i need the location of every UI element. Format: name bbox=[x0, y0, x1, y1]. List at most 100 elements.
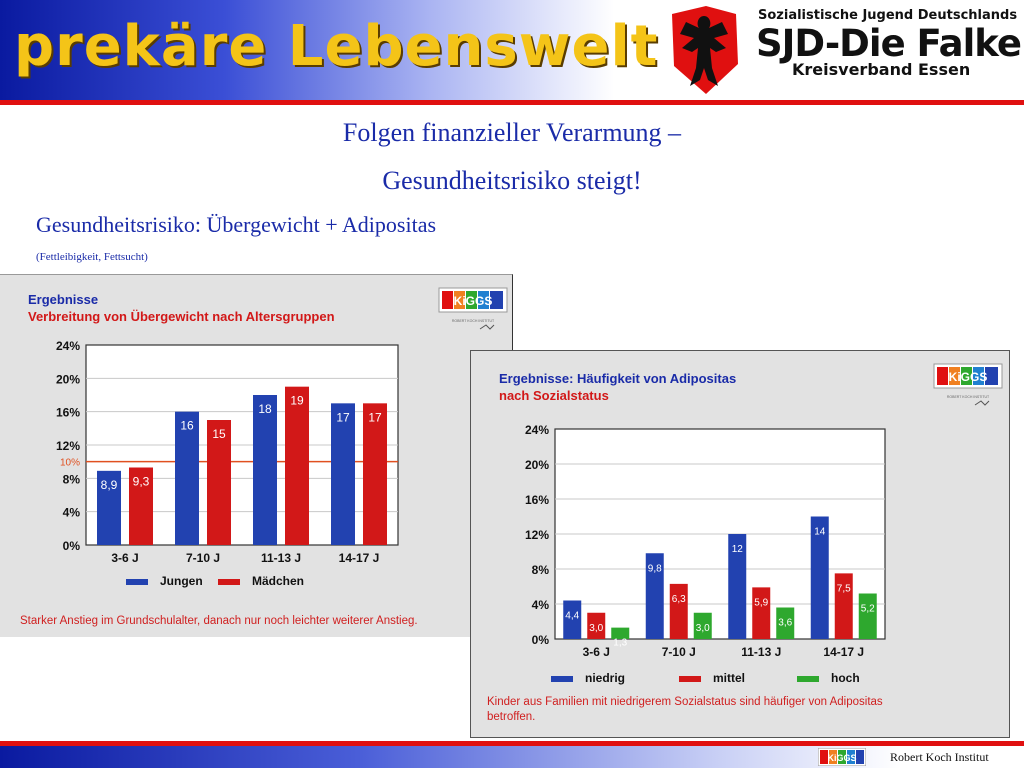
y-tick-label: 8% bbox=[63, 472, 81, 486]
y-tick-label: 12% bbox=[56, 439, 80, 453]
kiggs-logo-icon: KiGGS ROBERT KOCH INSTITUT bbox=[933, 363, 1003, 406]
legend-swatch bbox=[126, 579, 148, 585]
section-note: (Fettleibigkeit, Fettsucht) bbox=[36, 251, 148, 263]
bar-value-label: 16 bbox=[180, 419, 194, 433]
slide-subtitle-line1: Folgen finanzieller Verarmung – bbox=[342, 118, 682, 147]
org-branch: Kreisverband Essen bbox=[792, 60, 971, 79]
y-tick-label: 24% bbox=[56, 339, 80, 353]
bar-value-label: 15 bbox=[212, 427, 226, 441]
bar-mittel bbox=[587, 612, 606, 639]
bar-value-label: 9,3 bbox=[133, 475, 150, 489]
slide-title: prekäre Lebenswelt bbox=[14, 14, 659, 79]
header-banner: prekäre Lebenswelt Sozialistische Jugend… bbox=[0, 0, 1024, 100]
bar-hoch bbox=[693, 612, 712, 639]
y-tick-label: 24% bbox=[525, 423, 549, 437]
kiggs-logo-caption: ROBERT KOCH INSTITUT bbox=[947, 395, 990, 399]
bar-mädchen bbox=[129, 467, 153, 545]
legend-swatch bbox=[679, 676, 701, 682]
y-tick-label: 4% bbox=[532, 598, 550, 612]
chart2-title: Ergebnisse: Häufigkeit von Adipositas bbox=[499, 371, 737, 386]
x-tick-label: 11-13 J bbox=[741, 645, 781, 659]
kiggs-footer-logo-icon: KiGGS bbox=[818, 748, 866, 766]
kiggs-logo-icon: KiGGS ROBERT KOCH INSTITUT bbox=[438, 287, 508, 330]
x-tick-label: 14-17 J bbox=[339, 551, 380, 565]
bar-niedrig bbox=[810, 516, 829, 639]
bar-value-label: 8,9 bbox=[101, 478, 118, 492]
bar-hoch bbox=[858, 593, 877, 639]
section-heading: Gesundheitsrisiko: Übergewicht + Adiposi… bbox=[36, 212, 437, 237]
x-tick-label: 3-6 J bbox=[583, 645, 610, 659]
bar-value-label: 6,3 bbox=[672, 594, 686, 605]
chart-panel-overweight: Ergebnisse Verbreitung von Übergewicht n… bbox=[0, 274, 513, 637]
bar-niedrig bbox=[728, 534, 747, 639]
bar-value-label: 18 bbox=[258, 402, 272, 416]
bar-value-label: 12 bbox=[732, 544, 744, 555]
x-tick-label: 3-6 J bbox=[111, 551, 138, 565]
org-name-main: SJD-Die Falken bbox=[756, 22, 1024, 65]
chart2-svg: 0% 4% 8% 12% 16% 20% 24% 4,4 3,0 1,33-6 J 9,8 6,3 3,… bbox=[525, 423, 886, 685]
chart2-footnote: Kinder aus Familien mit niedrigerem Sozi… bbox=[487, 696, 883, 723]
bar-value-label: 5,2 bbox=[861, 604, 875, 615]
falcon-logo-icon bbox=[672, 6, 738, 94]
bar-value-label: 17 bbox=[368, 410, 382, 424]
footer-divider bbox=[0, 741, 1024, 746]
y-tick-label: 4% bbox=[63, 506, 81, 520]
bar-jungen bbox=[97, 470, 121, 545]
bar-value-label: 7,5 bbox=[837, 583, 851, 594]
bar-value-label: 1,3 bbox=[613, 638, 627, 649]
kiggs-logo-text: KiGGS bbox=[454, 294, 493, 308]
legend-label: niedrig bbox=[585, 671, 625, 685]
chart1-subtitle: Verbreitung von Übergewicht nach Altersg… bbox=[28, 309, 335, 324]
x-tick-label: 14-17 J bbox=[823, 645, 864, 659]
y-tick-label: 16% bbox=[525, 493, 549, 507]
bar-value-label: 9,8 bbox=[648, 563, 662, 574]
bar-mittel bbox=[834, 573, 853, 639]
bar-mädchen bbox=[207, 420, 231, 545]
bar-mittel bbox=[669, 583, 688, 639]
bar-jungen bbox=[175, 411, 199, 545]
y-tick-label: 20% bbox=[525, 458, 549, 472]
legend-swatch bbox=[218, 579, 240, 585]
bar-jungen bbox=[253, 395, 277, 545]
legend-label: Jungen bbox=[160, 574, 203, 588]
legend-label: Mädchen bbox=[252, 574, 304, 588]
chart1-title: Ergebnisse bbox=[28, 292, 99, 307]
slide-subtitle-line2: Gesundheitsrisiko steigt! bbox=[382, 166, 642, 195]
bar-value-label: 5,9 bbox=[754, 597, 768, 608]
y-tick-label: 8% bbox=[532, 563, 550, 577]
footer-banner bbox=[0, 746, 1024, 768]
header-divider bbox=[0, 100, 1024, 105]
bar-value-label: 14 bbox=[814, 527, 826, 538]
y-tick-label: 16% bbox=[56, 406, 80, 420]
legend-swatch bbox=[551, 676, 573, 682]
bar-niedrig bbox=[645, 553, 664, 639]
bar-mädchen bbox=[285, 386, 309, 545]
bar-value-label: 3,0 bbox=[589, 623, 603, 634]
x-tick-label: 7-10 J bbox=[662, 645, 696, 659]
bar-mittel bbox=[752, 587, 771, 639]
bar-niedrig bbox=[563, 600, 582, 639]
kiggs-footer-logo-text: KiGGS bbox=[827, 753, 856, 763]
chart1-svg: 0% 4% 8% 12% 16% 20% 24% 10% 8,9 9,3 3-6 J 16 15 7-10… bbox=[56, 339, 399, 588]
chart-panel-adiposity: Ergebnisse: Häufigkeit von Adipositas na… bbox=[470, 350, 1010, 738]
org-name-line: Sozialistische Jugend Deutschlands bbox=[758, 8, 1018, 23]
x-tick-label: 7-10 J bbox=[186, 551, 220, 565]
legend-label: hoch bbox=[831, 671, 860, 685]
bar-mädchen bbox=[363, 403, 387, 545]
legend-label: mittel bbox=[713, 671, 745, 685]
reference-line-label: 10% bbox=[60, 458, 80, 469]
bar-jungen bbox=[331, 403, 355, 545]
chart2-subtitle: nach Sozialstatus bbox=[499, 388, 609, 403]
bar-value-label: 3,6 bbox=[778, 618, 792, 629]
bar-value-label: 3,0 bbox=[696, 623, 710, 634]
bar-value-label: 17 bbox=[336, 410, 350, 424]
y-tick-label: 12% bbox=[525, 528, 549, 542]
x-tick-label: 11-13 J bbox=[261, 551, 301, 565]
chart1-footnote: Starker Anstieg im Grundschulalter, dana… bbox=[20, 615, 418, 627]
y-tick-label: 0% bbox=[63, 539, 81, 553]
footer-credit: Robert Koch Institut bbox=[890, 750, 989, 764]
bar-hoch bbox=[776, 607, 795, 639]
y-tick-label: 20% bbox=[56, 372, 80, 386]
bar-value-label: 19 bbox=[290, 394, 304, 408]
kiggs-logo-text: KiGGS bbox=[949, 370, 988, 384]
